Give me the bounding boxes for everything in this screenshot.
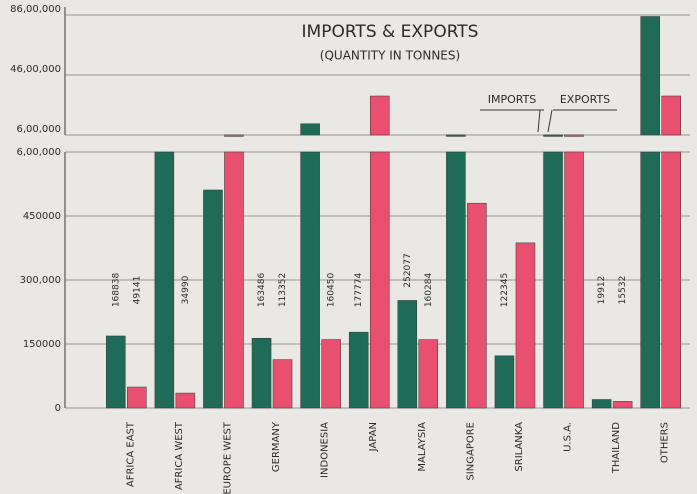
value-label: 160284 bbox=[424, 273, 434, 308]
x-tick-label: INDONESIA bbox=[320, 422, 331, 478]
bar bbox=[106, 335, 126, 409]
value-label: 252077 bbox=[403, 253, 413, 287]
y-tick-label: 150000 bbox=[23, 339, 61, 350]
bar bbox=[175, 392, 196, 409]
x-tick-label: U.S.A. bbox=[563, 422, 574, 452]
value-label: 168838 bbox=[111, 273, 121, 308]
x-tick-label: JAPAN bbox=[368, 422, 379, 452]
bar bbox=[591, 399, 612, 409]
value-label: 19912 bbox=[597, 276, 607, 305]
value-label: 15532 bbox=[618, 276, 628, 305]
bar bbox=[446, 151, 466, 409]
y-tick-label: 300,000 bbox=[20, 275, 61, 286]
bar bbox=[127, 386, 147, 409]
y-tick-label: 450000 bbox=[23, 211, 61, 222]
legend-arrow bbox=[537, 109, 541, 133]
y-tick-label: 0 bbox=[55, 403, 61, 414]
bar-upper bbox=[300, 123, 320, 136]
bar bbox=[418, 339, 439, 409]
bar-upper bbox=[224, 134, 244, 137]
value-label: 122345 bbox=[500, 273, 510, 307]
bar bbox=[564, 151, 584, 409]
bar-upper bbox=[446, 134, 466, 137]
bar bbox=[321, 339, 341, 409]
bar bbox=[543, 151, 563, 409]
bar bbox=[494, 355, 515, 409]
bar bbox=[612, 401, 633, 409]
bar-upper bbox=[564, 134, 584, 137]
chart-subtitle: (QUANTITY IN TONNES) bbox=[320, 49, 460, 63]
bar bbox=[467, 202, 487, 409]
bar bbox=[251, 337, 272, 409]
bar bbox=[224, 151, 244, 409]
y-tick-label: 6,00,000 bbox=[16, 147, 61, 158]
bar bbox=[203, 189, 223, 409]
y-tick-label: 46,00,000 bbox=[10, 64, 61, 75]
legend-arrow bbox=[547, 109, 553, 133]
bar bbox=[154, 151, 175, 409]
x-tick-label: SRILANKA bbox=[514, 422, 525, 472]
value-label: 177774 bbox=[354, 273, 364, 308]
bar bbox=[397, 300, 418, 409]
bar-upper bbox=[369, 95, 390, 136]
bar bbox=[640, 151, 660, 409]
x-tick-label: THAILAND bbox=[611, 422, 622, 475]
x-tick-label: AFRICA EAST bbox=[125, 421, 136, 487]
bar bbox=[348, 331, 369, 409]
chart-title: IMPORTS & EXPORTS bbox=[302, 22, 479, 42]
x-tick-label: GERMANY bbox=[271, 421, 282, 472]
x-tick-label: OTHERS bbox=[660, 422, 671, 463]
bar-upper bbox=[661, 95, 681, 136]
value-label: 163486 bbox=[257, 273, 267, 308]
bar-upper bbox=[543, 134, 563, 137]
legend-label: EXPORTS bbox=[560, 93, 610, 106]
value-label: 34990 bbox=[181, 275, 191, 304]
legend-label: IMPORTS bbox=[488, 93, 537, 106]
value-label: 160450 bbox=[327, 273, 337, 308]
y-tick-label: 6,00,000 bbox=[16, 124, 61, 135]
x-tick-label: MALAYSIA bbox=[417, 422, 428, 472]
y-tick-label: 86,00,000 bbox=[10, 4, 61, 15]
x-tick-label: EUROPE WEST bbox=[222, 421, 233, 494]
bar bbox=[272, 359, 293, 409]
bar bbox=[300, 151, 320, 409]
x-tick-label: SINGAPORE bbox=[465, 422, 476, 481]
bar bbox=[515, 242, 536, 409]
value-label: 49141 bbox=[132, 276, 142, 305]
bar-upper bbox=[640, 16, 660, 136]
bar bbox=[661, 151, 681, 409]
x-tick-label: AFRICA WEST bbox=[174, 421, 185, 490]
bar bbox=[369, 151, 390, 409]
value-label: 113352 bbox=[278, 273, 288, 307]
